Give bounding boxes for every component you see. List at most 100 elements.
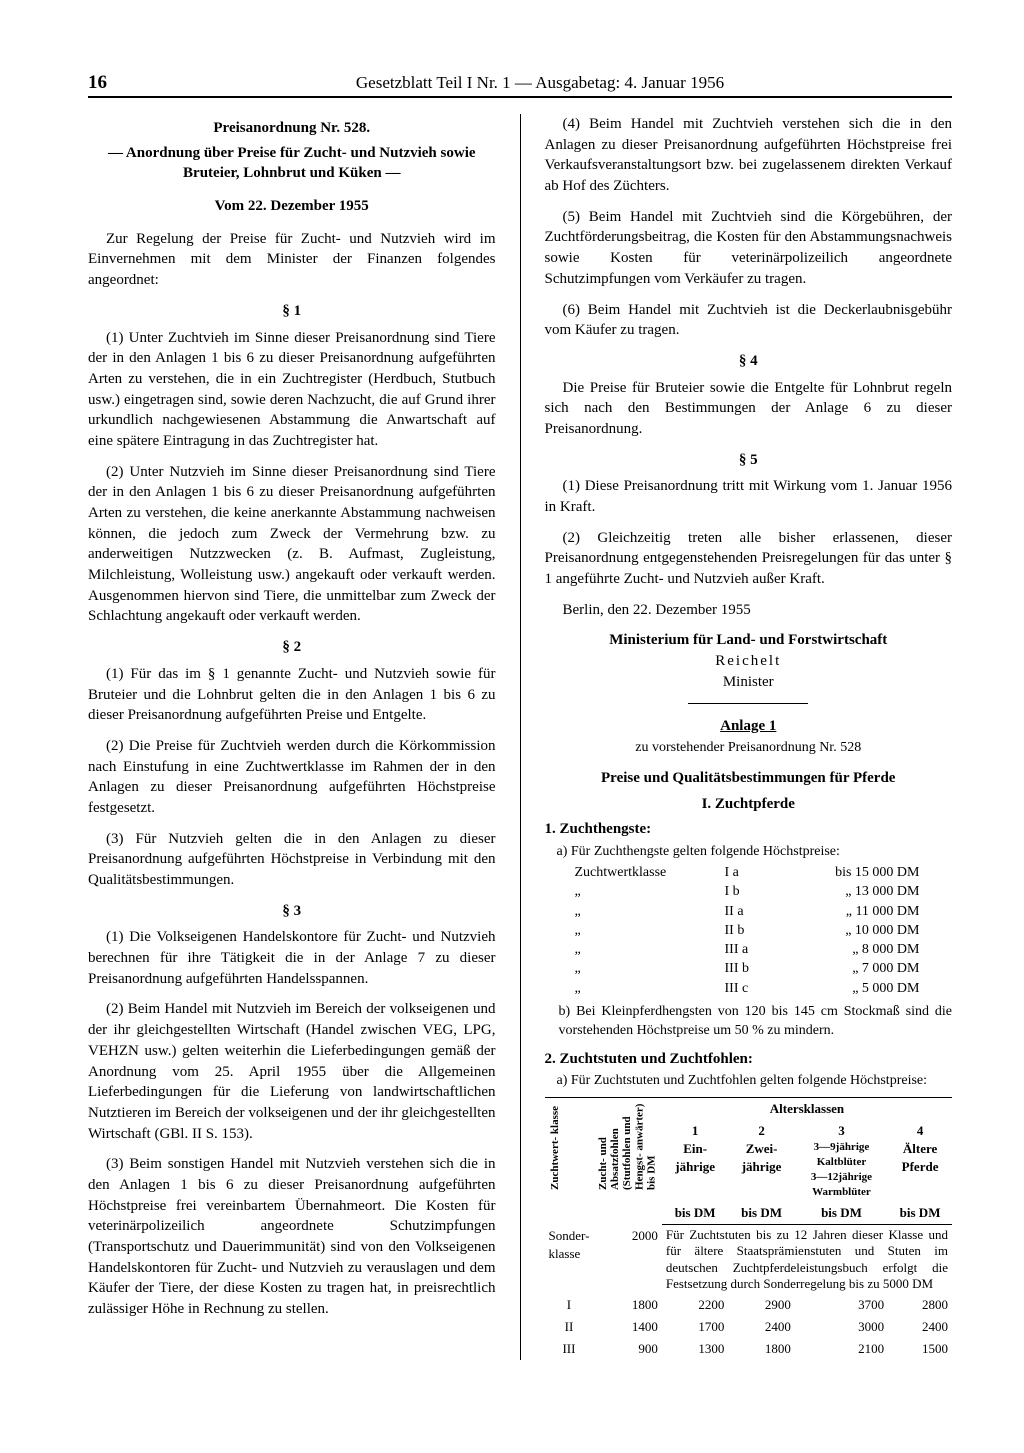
row-val: 2400 [888, 1316, 952, 1338]
row-class: I [545, 1294, 594, 1316]
ditto-mark: „ [575, 979, 725, 998]
col-num-2: 2 [732, 1122, 790, 1140]
running-header: 16 Gesetzblatt Teil I Nr. 1 — Ausgabetag… [88, 72, 952, 98]
ditto-mark: „ [575, 940, 725, 959]
row-val: 1800 [728, 1338, 794, 1360]
row-val: 1700 [662, 1316, 728, 1338]
section-5-heading: § 5 [545, 450, 953, 471]
section-5-para-2: (2) Gleichzeitig treten alle bisher erla… [545, 528, 953, 590]
section-4-heading: § 4 [545, 351, 953, 372]
signer-name: Reichelt [545, 651, 953, 672]
stuten-price-table: Zuchtwert- klasse Zucht- und Absatzfohle… [545, 1097, 953, 1360]
row-val: 1300 [662, 1338, 728, 1360]
section-5-para-1: (1) Diese Preisanordnung tritt mit Wirku… [545, 476, 953, 517]
price-class: III b [725, 959, 780, 978]
list-2a-text: a) Für Zuchtstuten und Zuchtfohlen gelte… [557, 1071, 953, 1090]
row-val: 3000 [795, 1316, 888, 1338]
price-amount: „ 5 000 DM [780, 979, 920, 998]
section-3-para-6: (6) Beim Handel mit Zuchtvieh ist die De… [545, 300, 953, 341]
row-val: 2400 [728, 1316, 794, 1338]
row-val: 2200 [662, 1294, 728, 1316]
price-row: „ II a „ 11 000 DM [575, 902, 953, 921]
age-header: Altersklassen [662, 1097, 952, 1119]
col-1-label: Ein- jährige [666, 1140, 724, 1176]
signer-title: Minister [545, 672, 953, 693]
separator-rule [688, 703, 808, 704]
left-column: Preisanordnung Nr. 528. — Anordnung über… [88, 114, 496, 1360]
col-rot-fohlen: Zucht- und Absatzfohlen (Stutfohlen und … [597, 1100, 657, 1190]
col-num-1: 1 [666, 1122, 724, 1140]
section-1-para-2: (2) Unter Nutzvieh im Sinne dieser Preis… [88, 462, 496, 628]
two-column-body: Preisanordnung Nr. 528. — Anordnung über… [88, 114, 952, 1360]
row-val: 900 [593, 1338, 661, 1360]
price-class: I a [725, 863, 780, 882]
ditto-mark: „ [575, 959, 725, 978]
table-row: I 1800 2200 2900 3700 2800 [545, 1294, 953, 1316]
bisdm-4: bis DM [888, 1202, 952, 1224]
col-3-label: 3—9jährige Kaltblüter 3—12jährige Warmbl… [799, 1140, 884, 1201]
row-val: 2100 [795, 1338, 888, 1360]
price-label: Zuchtwertklasse [575, 863, 725, 882]
ditto-mark: „ [575, 921, 725, 940]
sonderklasse-label: Sonder- klasse [545, 1225, 594, 1295]
price-row: „ III a „ 8 000 DM [575, 940, 953, 959]
anlage-heading-2: I. Zuchtpferde [545, 794, 953, 815]
section-3-para-3: (3) Beim sonstigen Handel mit Nutzvieh v… [88, 1154, 496, 1320]
price-amount: „ 11 000 DM [780, 902, 920, 921]
price-amount: „ 10 000 DM [780, 921, 920, 940]
col-num-4: 4 [892, 1122, 948, 1140]
anlage-subtitle: zu vorstehender Preisanordnung Nr. 528 [545, 738, 953, 757]
row-val: 3700 [795, 1294, 888, 1316]
row-class: II [545, 1316, 594, 1338]
section-3-para-2: (2) Beim Handel mit Nutzvieh im Bereich … [88, 999, 496, 1144]
price-row: „ III b „ 7 000 DM [575, 959, 953, 978]
col-rot-zuchtwertklasse: Zuchtwert- klasse [549, 1100, 561, 1190]
place-date: Berlin, den 22. Dezember 1955 [545, 600, 953, 621]
price-amount: „ 8 000 DM [780, 940, 920, 959]
section-3-para-4: (4) Beim Handel mit Zuchtvieh verstehen … [545, 114, 953, 197]
anlage-title: Anlage 1 [545, 716, 953, 737]
price-amount: „ 13 000 DM [780, 882, 920, 901]
list-1b-note: b) Bei Kleinpferdhengsten von 120 bis 14… [559, 1002, 953, 1041]
price-class: III c [725, 979, 780, 998]
price-row: Zuchtwertklasse I a bis 15 000 DM [575, 863, 953, 882]
list-1-heading: 1. Zuchthengste: [545, 819, 953, 840]
right-column: (4) Beim Handel mit Zuchtvieh verstehen … [545, 114, 953, 1360]
row-class: III [545, 1338, 594, 1360]
table-row: III 900 1300 1800 2100 1500 [545, 1338, 953, 1360]
section-2-heading: § 2 [88, 637, 496, 658]
col-2-label: Zwei- jährige [732, 1140, 790, 1176]
section-3-para-5: (5) Beim Handel mit Zuchtvieh sind die K… [545, 207, 953, 290]
ditto-mark: „ [575, 902, 725, 921]
ordinance-subtitle: — Anordnung über Preise für Zucht- und N… [88, 143, 496, 184]
section-3-para-1: (1) Die Volkseigenen Handelskontore für … [88, 927, 496, 989]
list-1a-text: a) Für Zuchthengste gelten folgende Höch… [557, 842, 953, 861]
ordinance-number: Preisanordnung Nr. 528. [88, 118, 496, 139]
document-page: 16 Gesetzblatt Teil I Nr. 1 — Ausgabetag… [0, 0, 1024, 1453]
section-1-heading: § 1 [88, 301, 496, 322]
page-number: 16 [88, 72, 128, 94]
row-val: 1400 [593, 1316, 661, 1338]
ordinance-date: Vom 22. Dezember 1955 [88, 196, 496, 217]
price-amount: „ 7 000 DM [780, 959, 920, 978]
row-val: 1800 [593, 1294, 661, 1316]
section-2-para-1: (1) Für das im § 1 genannte Zucht- und N… [88, 664, 496, 726]
intro-paragraph: Zur Regelung der Preise für Zucht- und N… [88, 229, 496, 291]
bisdm-2: bis DM [728, 1202, 794, 1224]
row-val: 2800 [888, 1294, 952, 1316]
hengst-price-table: Zuchtwertklasse I a bis 15 000 DM „ I b … [545, 863, 953, 998]
price-row: „ I b „ 13 000 DM [575, 882, 953, 901]
price-class: I b [725, 882, 780, 901]
column-divider [520, 114, 521, 1360]
table-row: II 1400 1700 2400 3000 2400 [545, 1316, 953, 1338]
bisdm-1: bis DM [662, 1202, 728, 1224]
section-4-para-1: Die Preise für Bruteier sowie die Entgel… [545, 378, 953, 440]
row-val: 2900 [728, 1294, 794, 1316]
col-num-3: 3 [799, 1122, 884, 1140]
sonderklasse-text: Für Zuchtstuten bis zu 12 Jahren dieser … [666, 1227, 948, 1292]
section-3-heading: § 3 [88, 901, 496, 922]
price-row: „ III c „ 5 000 DM [575, 979, 953, 998]
ditto-mark: „ [575, 882, 725, 901]
header-title: Gesetzblatt Teil I Nr. 1 — Ausgabetag: 4… [128, 73, 952, 93]
sonderklasse-value: 2000 [593, 1225, 661, 1295]
